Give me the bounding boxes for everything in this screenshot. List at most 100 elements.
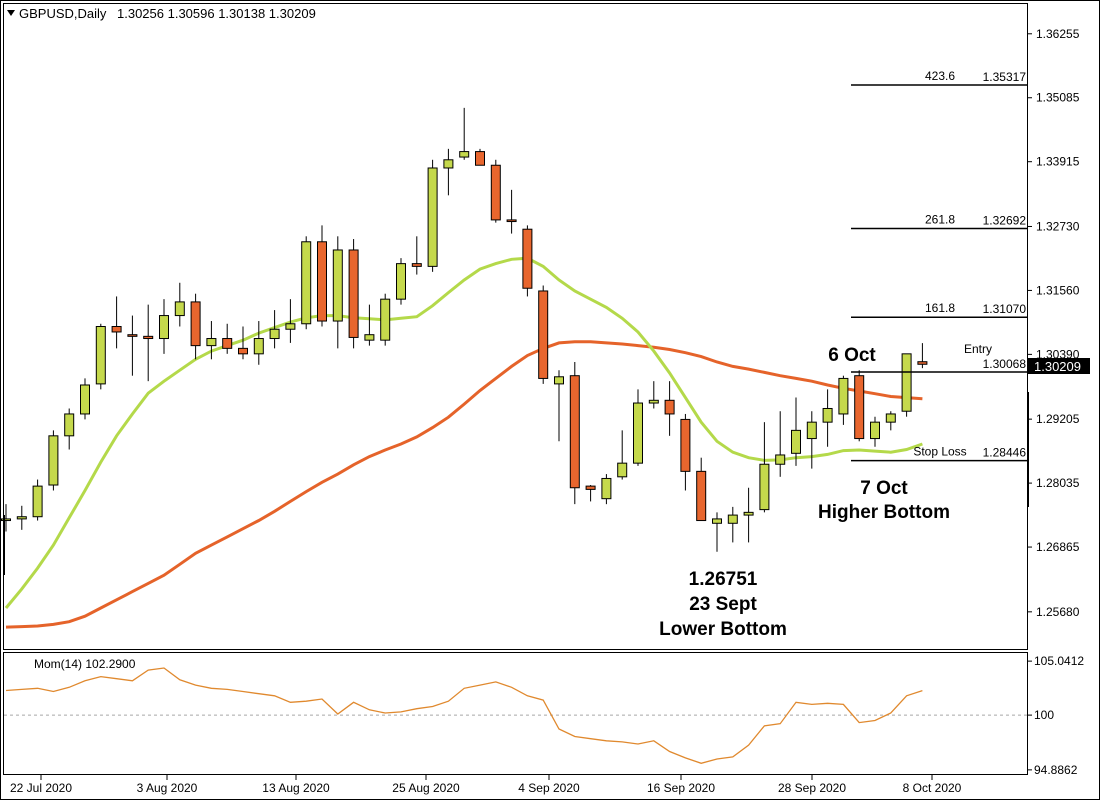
candle [111,296,122,349]
current-price-label: 1.30209 [1034,359,1081,374]
candle-body-bull [206,338,217,347]
candle [174,282,185,327]
candle-body-bull [633,402,643,464]
main-chart-frame [3,3,1028,650]
level-name: 161.8 [925,301,955,315]
candle [396,258,406,305]
candle-body-bull [80,384,90,415]
level-161-8: 161.8 1.31070 [851,301,1027,318]
price-tick-label: 1.30390 [1036,347,1080,361]
candle-body-bull [1,518,11,522]
candle-body-bull [775,454,786,465]
candle [301,236,312,330]
candle-body-bull [427,167,438,267]
candle [727,506,738,543]
candle-body-bear [222,338,233,349]
level-value: 1.35317 [983,70,1027,84]
candle-body-bear [522,228,533,289]
candle [317,225,327,327]
level-value: 1.31070 [983,302,1027,316]
candle-body-bull [380,298,391,341]
candle-body-bear [475,151,485,166]
candle-body-bull [901,353,912,412]
candle-body-bear [111,326,122,333]
candle [854,370,865,442]
momentum-tick-label: 94.8862 [1034,763,1078,777]
lower-bottom-annotation: Lower Bottom [659,619,787,640]
candle [222,323,233,354]
momentum-tick-label: 100 [1034,708,1054,722]
candle-body-bear [348,249,359,338]
candle [806,411,817,469]
momentum-label: Mom(14) 102.2900 [34,657,136,671]
candle [664,381,675,436]
candle [775,411,786,477]
candle-body-bull [791,429,801,454]
candle [32,479,43,521]
candle-body-bull [332,249,343,322]
candle-body-bull [617,462,628,478]
candle [127,315,138,376]
candle-body-bull [806,421,817,440]
candle [332,236,343,349]
candle [680,413,691,491]
candle-body-bull [159,315,169,340]
level-name: 261.8 [925,213,955,227]
candle [159,299,169,354]
momentum-frame [3,652,1028,775]
candle-body-bull [364,334,375,341]
moving-averages [4,256,923,629]
date-tick-label: 8 Oct 2020 [903,781,962,795]
candle-body-bull [48,435,59,486]
candle [459,107,470,160]
candle-body-bear [680,418,691,472]
candle [269,310,280,349]
level-value: 1.28446 [983,446,1027,460]
candle-body-bull [743,511,754,516]
date-tick-label: 25 Aug 2020 [392,781,460,795]
candle [95,323,106,390]
candle [443,148,454,196]
price-tick-label: 1.31560 [1036,283,1080,297]
candle [901,353,912,417]
candle-body-bear [538,290,549,379]
price-tick-label: 1.35085 [1036,91,1080,105]
candle-body-bear [917,361,928,365]
level-name: Entry [964,342,992,356]
candle [64,408,75,450]
candle-body-bear [490,164,501,221]
level-value: 1.30068 [983,357,1027,371]
candle [538,285,549,384]
price-tick-label: 1.28035 [1036,476,1080,490]
candle-body-bear [127,334,138,337]
candle-body-bull [285,323,296,330]
candle-body-bull [601,477,612,500]
date-axis: 22 Jul 2020 3 Aug 2020 13 Aug 2020 25 Aug 2… [10,775,962,795]
candle-body-bear [238,347,248,355]
candle [696,457,707,522]
candle-body-bull [174,301,185,317]
candle-body-bull [459,151,470,158]
fast-ma-line [4,256,923,609]
candle-body-bear [854,375,865,440]
candle [743,487,754,543]
candle [16,505,27,530]
candle-body-bear [569,375,580,489]
candles [1,107,928,552]
candle [427,159,438,272]
price-tick-label: 1.25680 [1036,605,1080,619]
dropdown-triangle-icon[interactable] [7,10,15,16]
level-value: 1.32692 [983,214,1027,228]
candle [569,362,580,505]
candle-body-bull [396,263,406,300]
candle [822,389,833,447]
candle [601,474,612,505]
candle-body-bull [870,421,880,440]
candle [554,370,564,442]
candle-body-bull [95,326,106,385]
level-name: Stop Loss [913,445,966,459]
candle [143,304,154,382]
candle-body-bear [696,470,707,522]
